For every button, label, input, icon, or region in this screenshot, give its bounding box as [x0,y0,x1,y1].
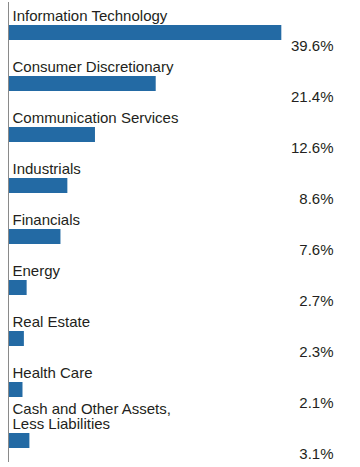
svg-text:2.3%: 2.3% [299,343,333,360]
svg-text:8.6%: 8.6% [299,190,333,207]
svg-text:Cash and Other Assets,Less Lia: Cash and Other Assets,Less Liabilities [13,400,171,432]
svg-text:2.1%: 2.1% [299,394,333,411]
svg-text:Energy: Energy [13,262,61,279]
svg-text:Financials: Financials [13,211,81,228]
svg-text:Consumer Discretionary: Consumer Discretionary [13,58,174,75]
svg-text:39.6%: 39.6% [291,37,334,54]
svg-text:2.7%: 2.7% [299,292,333,309]
svg-text:Communication Services: Communication Services [13,109,179,126]
svg-text:12.6%: 12.6% [291,139,334,156]
svg-text:Health Care: Health Care [13,364,93,381]
svg-text:Information Technology: Information Technology [13,7,168,24]
svg-text:Real Estate: Real Estate [13,313,91,330]
svg-text:7.6%: 7.6% [299,241,333,258]
svg-text:Industrials: Industrials [13,160,81,177]
svg-text:3.1%: 3.1% [299,445,333,462]
svg-text:21.4%: 21.4% [291,88,334,105]
